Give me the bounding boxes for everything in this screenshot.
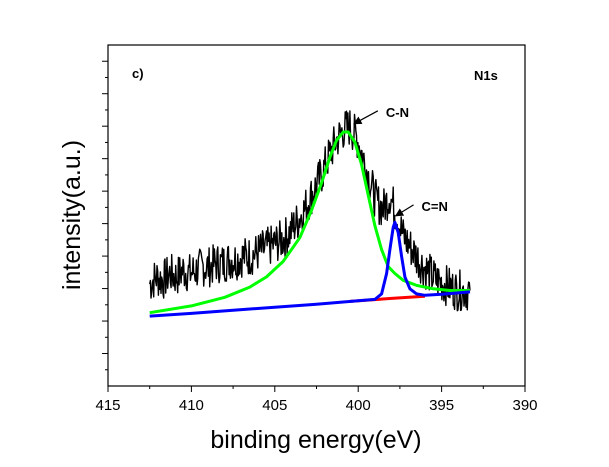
annotations: C-N C=N xyxy=(353,105,448,217)
series-line xyxy=(149,220,471,318)
y-ticks xyxy=(102,60,108,371)
series-layer xyxy=(149,110,471,318)
x-tick-label: 400 xyxy=(346,397,371,414)
annotation-arrow xyxy=(394,204,414,217)
y-axis-title: intensity(a.u.) xyxy=(58,140,86,290)
panel-label: c) xyxy=(132,66,144,81)
x-ticks: 415 410 405 400 395 390 xyxy=(95,386,538,414)
annotation-arrow xyxy=(353,110,379,125)
x-tick-label: 405 xyxy=(262,397,287,414)
chart-title: N1s xyxy=(474,68,498,83)
annotation-label: C=N xyxy=(422,199,448,214)
plot-frame xyxy=(107,44,526,387)
series-line xyxy=(149,130,470,315)
annotation-label: C-N xyxy=(386,105,409,120)
x-tick-label: 410 xyxy=(179,397,204,414)
x-tick-label: 390 xyxy=(512,397,537,414)
x-axis-title: binding energy(eV) xyxy=(210,426,421,454)
x-tick-label: 395 xyxy=(429,397,454,414)
x-tick-label: 415 xyxy=(95,397,120,414)
